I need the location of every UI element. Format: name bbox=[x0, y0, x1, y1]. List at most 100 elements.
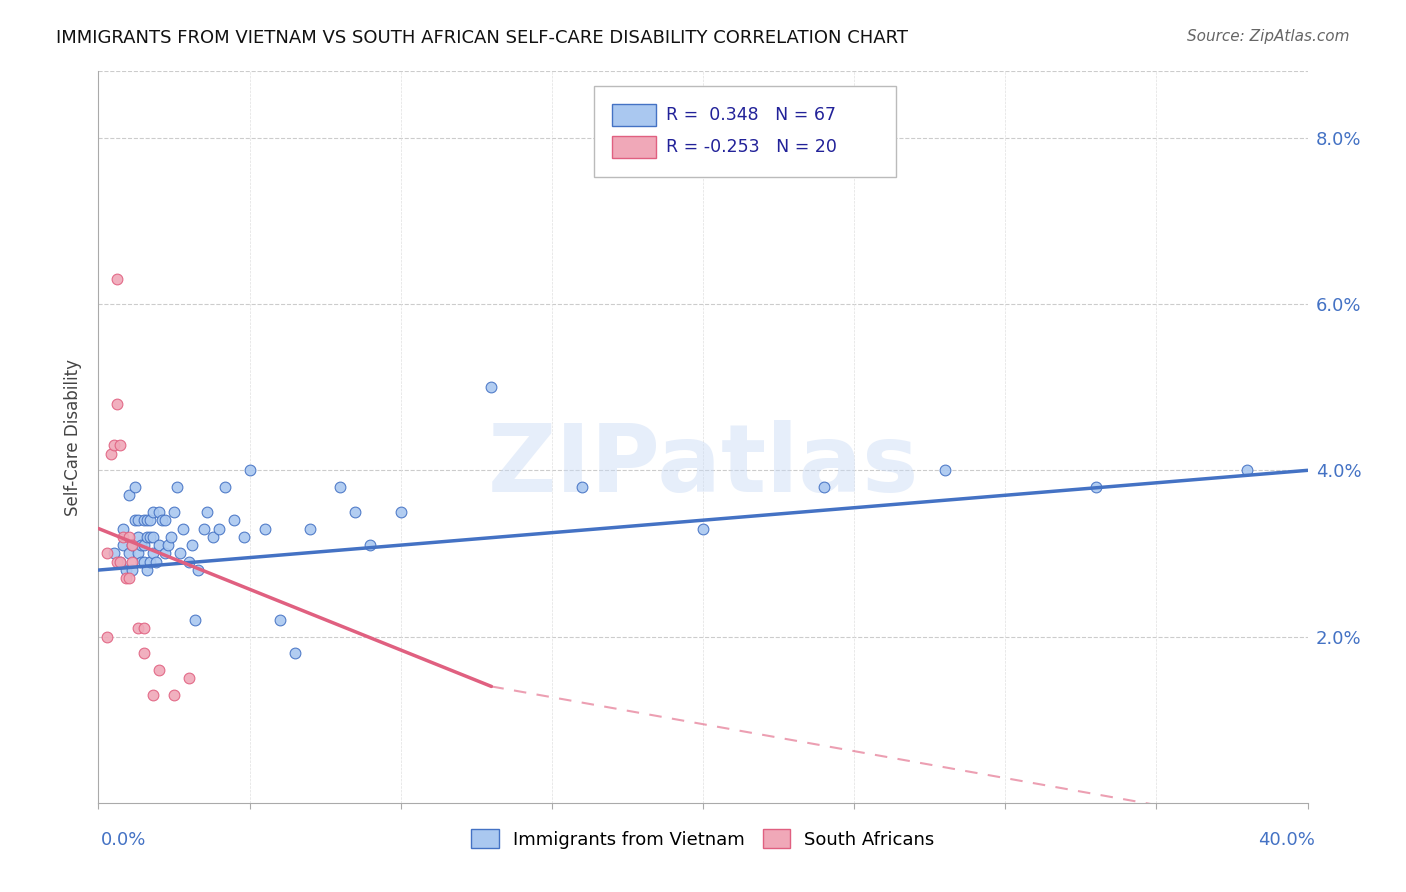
Point bbox=[108, 555, 131, 569]
Point bbox=[105, 555, 128, 569]
Point bbox=[135, 530, 157, 544]
Point bbox=[179, 555, 201, 569]
Point bbox=[142, 530, 165, 544]
Point bbox=[96, 546, 118, 560]
Point bbox=[96, 630, 118, 644]
Y-axis label: Self-Care Disability: Self-Care Disability bbox=[65, 359, 83, 516]
Point bbox=[934, 463, 956, 477]
Point bbox=[132, 646, 155, 660]
Point bbox=[132, 621, 155, 635]
Point bbox=[105, 397, 128, 411]
Bar bbox=[613, 104, 655, 127]
Point bbox=[224, 513, 246, 527]
Point bbox=[692, 521, 714, 535]
Point bbox=[111, 538, 134, 552]
Point bbox=[150, 513, 173, 527]
Point bbox=[135, 513, 157, 527]
Point bbox=[195, 505, 218, 519]
Point bbox=[118, 488, 141, 502]
Point bbox=[118, 571, 141, 585]
Point bbox=[114, 571, 136, 585]
Point bbox=[114, 563, 136, 577]
Point bbox=[163, 688, 186, 702]
Point bbox=[121, 538, 143, 552]
Point bbox=[166, 480, 188, 494]
Point bbox=[127, 530, 149, 544]
Point bbox=[124, 480, 146, 494]
Point bbox=[139, 513, 162, 527]
Point bbox=[284, 646, 307, 660]
Text: IMMIGRANTS FROM VIETNAM VS SOUTH AFRICAN SELF-CARE DISABILITY CORRELATION CHART: IMMIGRANTS FROM VIETNAM VS SOUTH AFRICAN… bbox=[56, 29, 908, 46]
Point bbox=[103, 438, 125, 452]
Bar bbox=[613, 136, 655, 158]
Point bbox=[232, 530, 254, 544]
Point bbox=[129, 538, 152, 552]
Point bbox=[1085, 480, 1108, 494]
Point bbox=[181, 538, 204, 552]
Point bbox=[360, 538, 382, 552]
Point bbox=[571, 480, 593, 494]
Point bbox=[124, 513, 146, 527]
Point bbox=[169, 546, 191, 560]
Point bbox=[111, 530, 134, 544]
Point bbox=[108, 438, 131, 452]
Point bbox=[148, 538, 170, 552]
Point bbox=[160, 530, 183, 544]
Point bbox=[193, 521, 215, 535]
Point bbox=[132, 555, 155, 569]
Point bbox=[121, 538, 143, 552]
Point bbox=[156, 538, 179, 552]
Point bbox=[179, 671, 201, 685]
Point bbox=[148, 505, 170, 519]
Point bbox=[142, 505, 165, 519]
Point bbox=[118, 530, 141, 544]
Point bbox=[103, 546, 125, 560]
Point bbox=[389, 505, 412, 519]
Point bbox=[481, 380, 503, 394]
Point bbox=[253, 521, 276, 535]
Point bbox=[108, 555, 131, 569]
Point bbox=[299, 521, 322, 535]
Point bbox=[153, 513, 176, 527]
Point bbox=[135, 563, 157, 577]
Point bbox=[1236, 463, 1258, 477]
Point bbox=[139, 530, 162, 544]
Point bbox=[121, 563, 143, 577]
Point bbox=[163, 505, 186, 519]
Point bbox=[813, 480, 835, 494]
Point bbox=[127, 621, 149, 635]
Point bbox=[148, 663, 170, 677]
Point bbox=[202, 530, 225, 544]
Legend: Immigrants from Vietnam, South Africans: Immigrants from Vietnam, South Africans bbox=[464, 822, 942, 856]
Point bbox=[208, 521, 231, 535]
Point bbox=[329, 480, 352, 494]
Point bbox=[105, 272, 128, 286]
Point bbox=[121, 555, 143, 569]
Point bbox=[184, 613, 207, 627]
Point bbox=[118, 546, 141, 560]
Text: R =  0.348   N = 67: R = 0.348 N = 67 bbox=[665, 106, 835, 124]
Point bbox=[153, 546, 176, 560]
Text: R = -0.253   N = 20: R = -0.253 N = 20 bbox=[665, 137, 837, 156]
Text: Source: ZipAtlas.com: Source: ZipAtlas.com bbox=[1187, 29, 1350, 44]
Point bbox=[142, 546, 165, 560]
Point bbox=[187, 563, 209, 577]
Text: ZIPatlas: ZIPatlas bbox=[488, 420, 918, 512]
Point bbox=[100, 447, 122, 461]
Point bbox=[239, 463, 262, 477]
Text: 0.0%: 0.0% bbox=[101, 831, 146, 849]
FancyBboxPatch shape bbox=[595, 86, 897, 178]
Text: 40.0%: 40.0% bbox=[1258, 831, 1315, 849]
Point bbox=[139, 555, 162, 569]
Point bbox=[129, 555, 152, 569]
Point bbox=[269, 613, 291, 627]
Point bbox=[127, 546, 149, 560]
Point bbox=[142, 688, 165, 702]
Point bbox=[132, 513, 155, 527]
Point bbox=[145, 555, 167, 569]
Point bbox=[127, 513, 149, 527]
Point bbox=[344, 505, 367, 519]
Point bbox=[111, 521, 134, 535]
Point bbox=[132, 538, 155, 552]
Point bbox=[214, 480, 236, 494]
